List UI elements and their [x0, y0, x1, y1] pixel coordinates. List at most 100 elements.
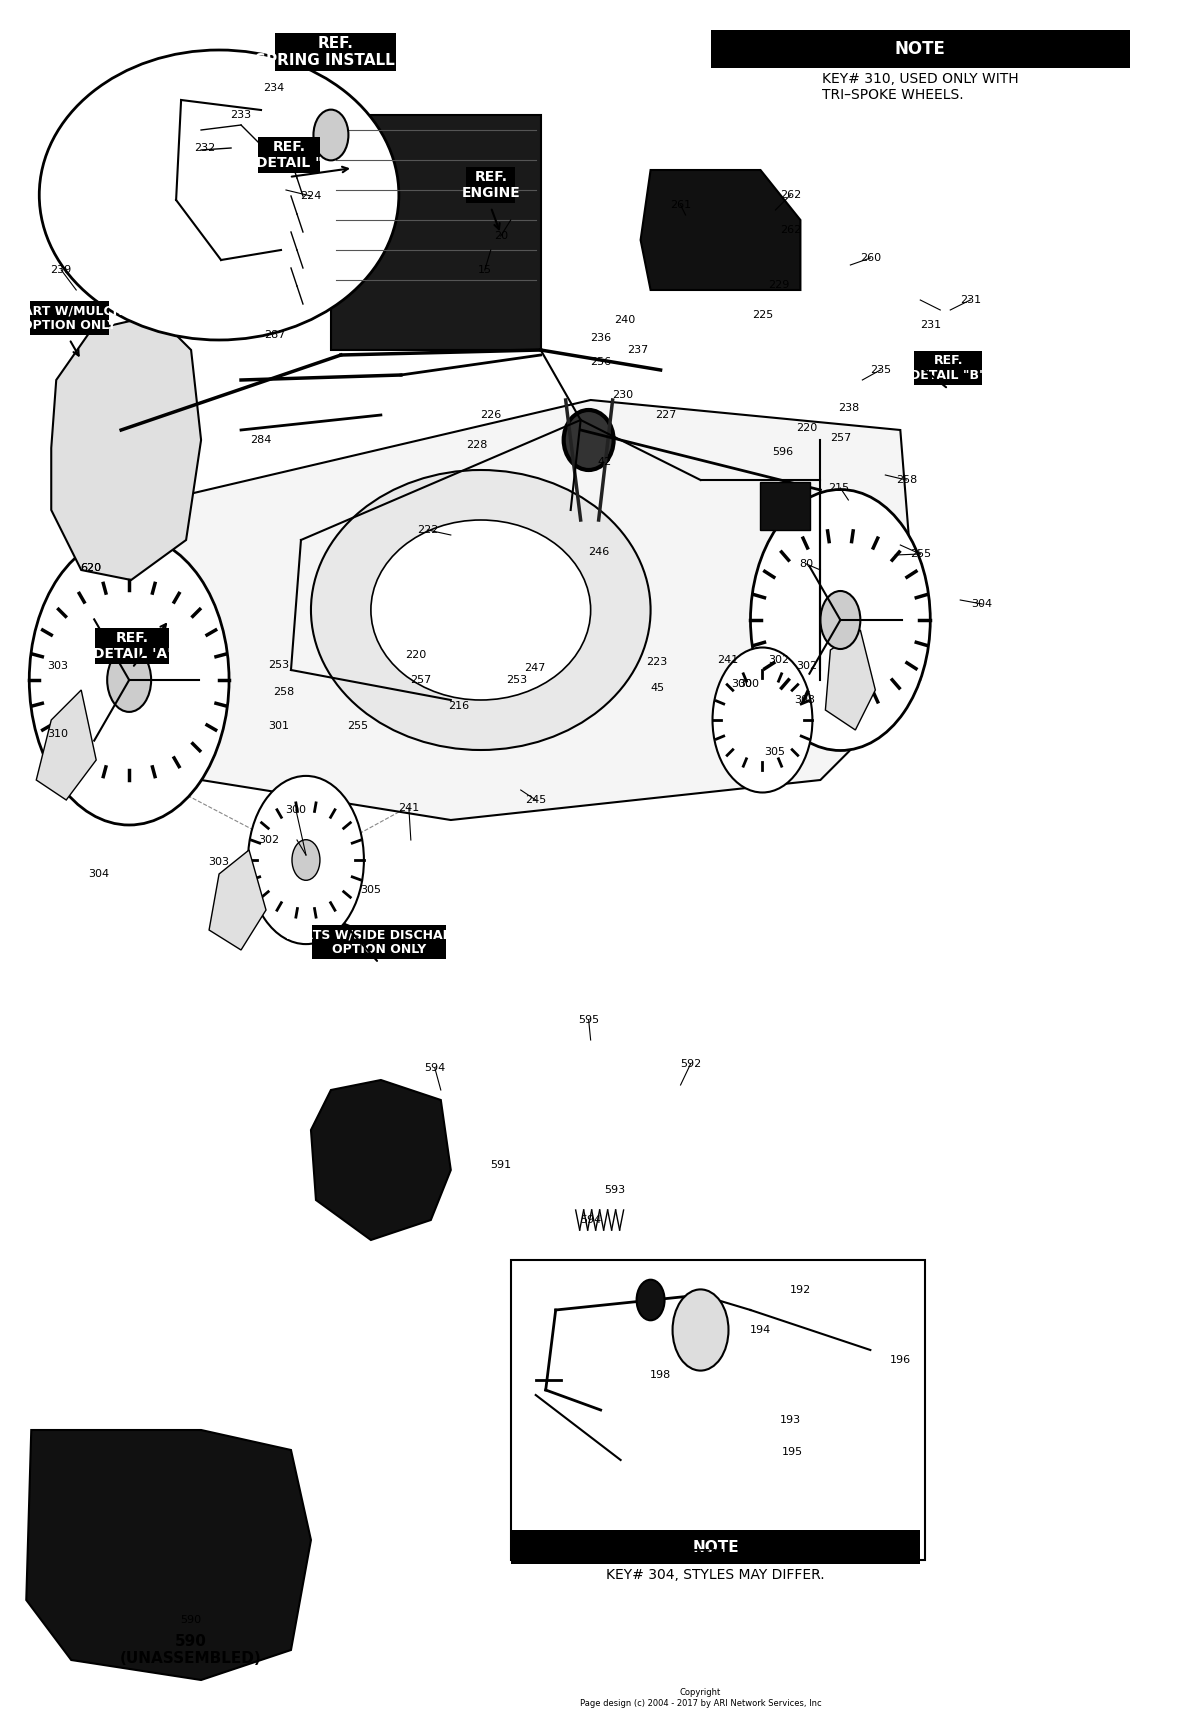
Text: 233: 233: [230, 110, 251, 120]
Text: 45: 45: [650, 683, 664, 693]
Text: 287: 287: [264, 330, 286, 340]
FancyBboxPatch shape: [914, 351, 982, 385]
Text: 256: 256: [590, 358, 611, 366]
PathPatch shape: [51, 315, 201, 580]
Circle shape: [291, 840, 320, 879]
Text: REF.
DETAIL ": REF. DETAIL ": [256, 140, 322, 169]
Text: 239: 239: [51, 265, 72, 275]
Text: DETAIL 'A': DETAIL 'A': [678, 1548, 758, 1562]
Circle shape: [314, 110, 348, 161]
Text: 253: 253: [506, 676, 527, 684]
Ellipse shape: [564, 411, 614, 471]
Text: 193: 193: [780, 1415, 801, 1425]
Text: 247: 247: [524, 662, 545, 672]
Text: 245: 245: [525, 796, 546, 804]
Circle shape: [820, 590, 860, 648]
Text: 241: 241: [398, 802, 419, 813]
FancyBboxPatch shape: [258, 137, 320, 173]
Text: 594: 594: [424, 1063, 445, 1073]
FancyBboxPatch shape: [511, 1259, 925, 1560]
Text: 593: 593: [604, 1186, 625, 1194]
Circle shape: [750, 489, 930, 751]
Text: 227: 227: [655, 411, 676, 419]
PathPatch shape: [641, 169, 800, 289]
Text: 230: 230: [612, 390, 634, 400]
FancyBboxPatch shape: [760, 483, 811, 530]
Text: 590: 590: [181, 1615, 202, 1625]
Text: 594: 594: [581, 1215, 602, 1225]
Text: 303: 303: [47, 660, 67, 671]
Text: 246: 246: [588, 548, 609, 558]
Text: 620: 620: [80, 563, 101, 573]
Text: 80: 80: [799, 559, 813, 570]
FancyBboxPatch shape: [466, 168, 516, 204]
Text: 620: 620: [80, 563, 101, 573]
Text: 305: 305: [360, 885, 381, 895]
Text: 255: 255: [910, 549, 931, 559]
Text: 222: 222: [418, 525, 439, 536]
Text: 237: 237: [627, 346, 648, 354]
Text: 20: 20: [493, 231, 507, 241]
Circle shape: [107, 648, 151, 712]
Text: 257: 257: [411, 676, 432, 684]
Text: 303: 303: [209, 857, 230, 867]
Text: 591: 591: [490, 1160, 511, 1170]
Text: 302: 302: [795, 660, 817, 671]
Text: 228: 228: [466, 440, 487, 450]
Text: 240: 240: [614, 315, 635, 325]
Text: 196: 196: [890, 1355, 911, 1365]
Text: 258: 258: [274, 688, 295, 696]
Text: 310: 310: [47, 729, 67, 739]
FancyBboxPatch shape: [511, 1530, 920, 1564]
Text: 253: 253: [268, 660, 289, 671]
Text: 195: 195: [782, 1448, 802, 1458]
Text: 262: 262: [780, 226, 801, 234]
Circle shape: [248, 775, 363, 944]
Text: REF.
DETAIL "B": REF. DETAIL "B": [911, 354, 986, 382]
Circle shape: [30, 536, 229, 825]
Text: 596: 596: [772, 447, 793, 457]
Text: 236: 236: [590, 334, 611, 342]
Text: 261: 261: [670, 200, 691, 210]
Text: 198: 198: [650, 1371, 671, 1381]
Text: 304: 304: [971, 599, 992, 609]
Text: NOTE: NOTE: [693, 1540, 739, 1555]
Text: 215: 215: [828, 483, 848, 493]
Text: 235: 235: [870, 364, 891, 375]
Text: REF.
DETAIL 'A': REF. DETAIL 'A': [93, 631, 171, 660]
FancyBboxPatch shape: [312, 926, 446, 958]
Text: 590
(UNASSEMBLED): 590 (UNASSEMBLED): [120, 1634, 262, 1667]
Text: 300: 300: [730, 679, 752, 690]
Text: 192: 192: [789, 1285, 811, 1295]
FancyBboxPatch shape: [96, 628, 169, 664]
FancyBboxPatch shape: [275, 33, 396, 70]
FancyBboxPatch shape: [710, 31, 1130, 68]
Text: 262: 262: [780, 190, 801, 200]
Circle shape: [673, 1290, 728, 1371]
Text: 241: 241: [717, 655, 739, 666]
Text: PART W/MULCH
OPTION ONLY: PART W/MULCH OPTION ONLY: [15, 305, 123, 332]
Text: 300: 300: [738, 679, 759, 690]
PathPatch shape: [209, 850, 266, 950]
Text: 231: 231: [959, 294, 981, 305]
Text: 592: 592: [680, 1059, 701, 1069]
Text: Copyright
Page design (c) 2004 - 2017 by ARI Network Services, Inc: Copyright Page design (c) 2004 - 2017 by…: [579, 1689, 821, 1708]
Text: 255: 255: [347, 720, 368, 731]
Ellipse shape: [39, 50, 399, 340]
Text: 303: 303: [794, 695, 815, 705]
Ellipse shape: [371, 520, 591, 700]
Text: 231: 231: [919, 320, 940, 330]
PathPatch shape: [312, 1080, 451, 1240]
Text: 226: 226: [480, 411, 502, 419]
Text: 232: 232: [195, 144, 216, 152]
Text: REF.
ENGINE: REF. ENGINE: [461, 169, 520, 200]
Text: 42: 42: [597, 457, 611, 467]
Text: 229: 229: [768, 281, 789, 289]
PathPatch shape: [111, 400, 920, 820]
Text: 300: 300: [286, 804, 307, 814]
Text: 301: 301: [269, 720, 289, 731]
Text: 224: 224: [300, 192, 322, 200]
Text: 284: 284: [250, 435, 271, 445]
FancyBboxPatch shape: [330, 115, 540, 351]
Text: KEY# 304, STYLES MAY DIFFER.: KEY# 304, STYLES MAY DIFFER.: [607, 1567, 825, 1583]
